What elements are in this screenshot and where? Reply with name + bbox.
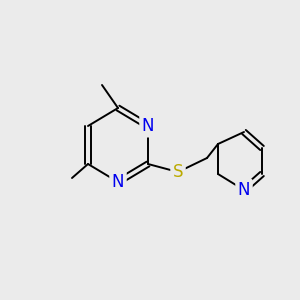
Text: S: S (173, 163, 183, 181)
Text: N: N (142, 117, 154, 135)
Text: N: N (112, 173, 124, 191)
Text: N: N (238, 181, 250, 199)
